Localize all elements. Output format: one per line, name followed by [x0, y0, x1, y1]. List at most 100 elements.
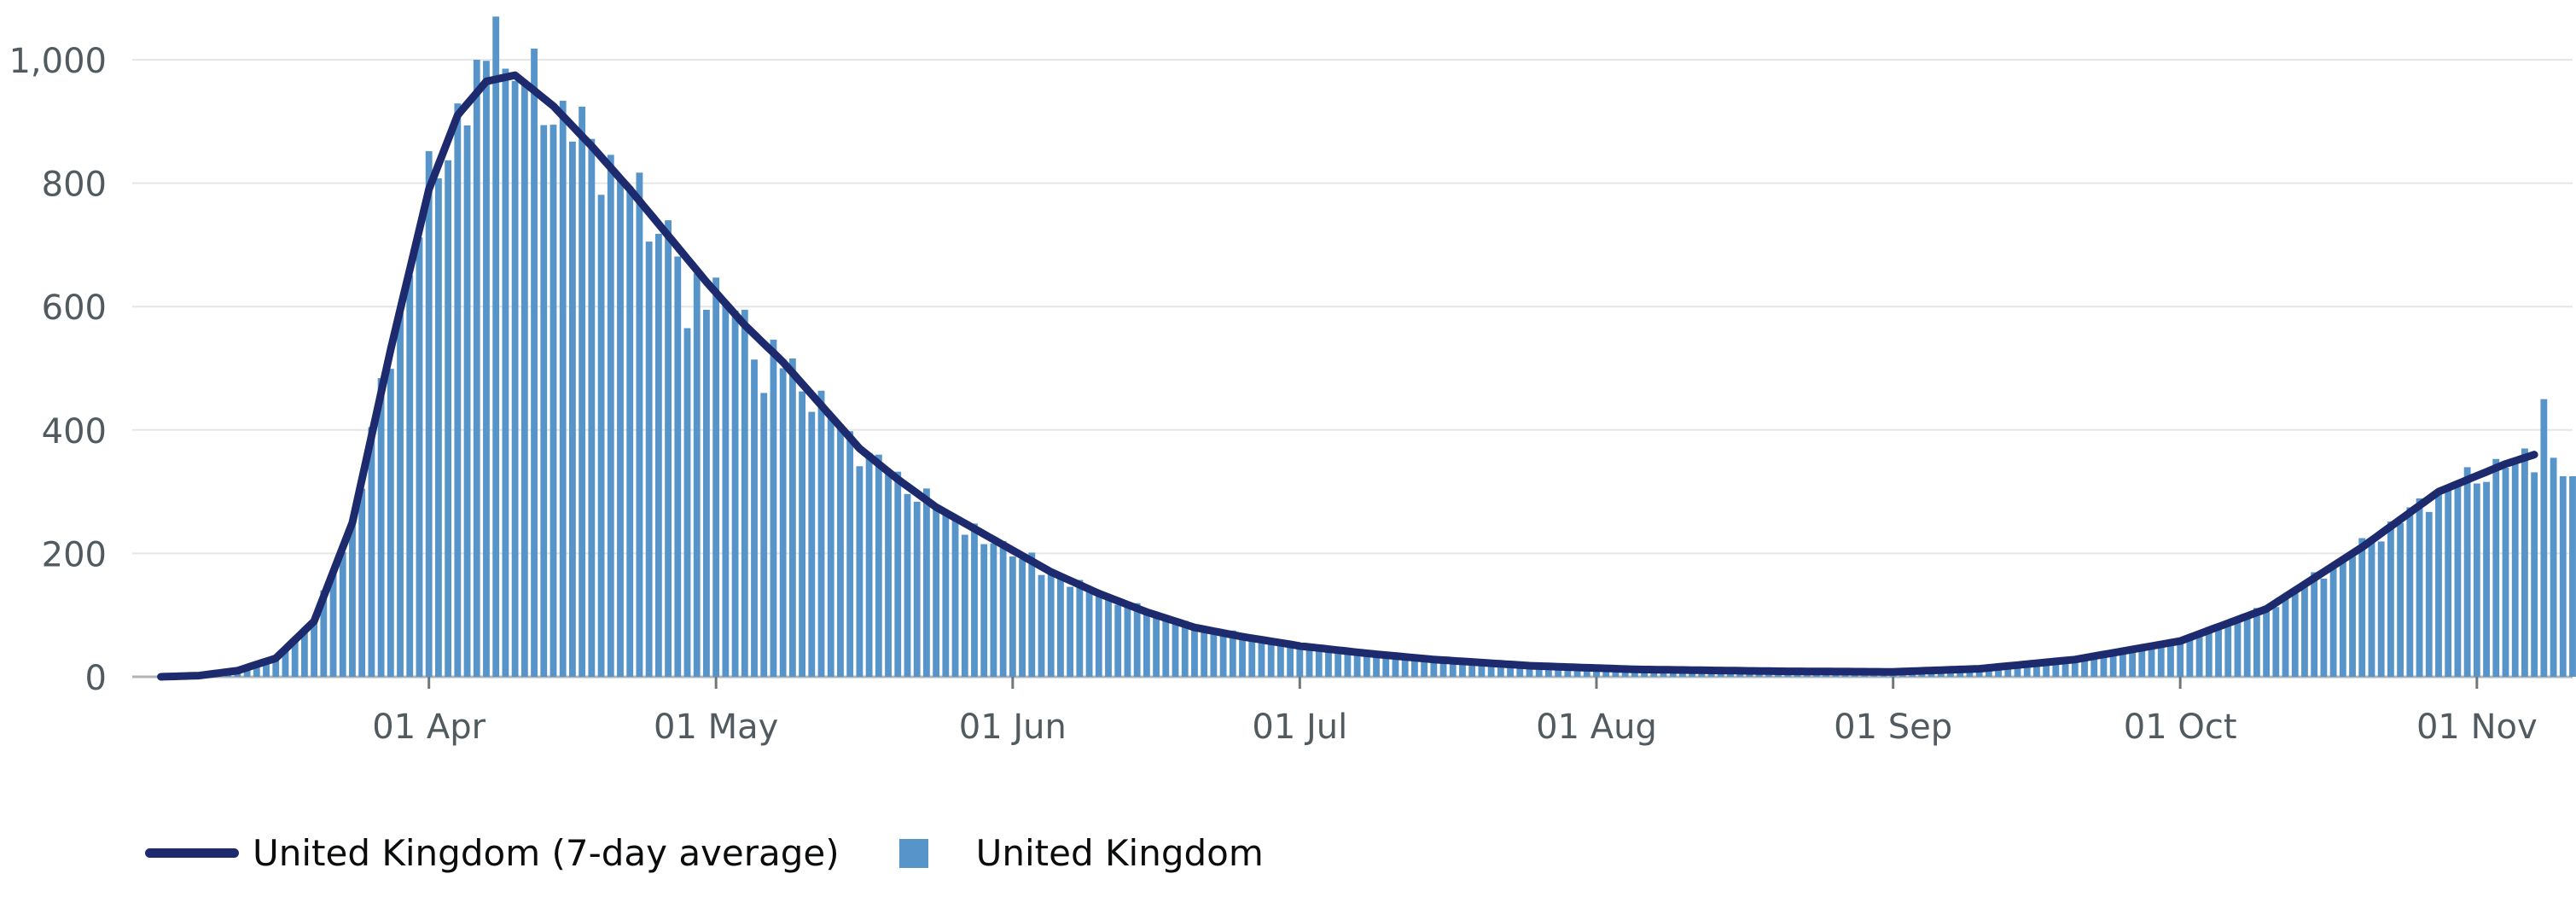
bar: [550, 125, 557, 677]
bar: [435, 178, 442, 677]
bar: [2340, 558, 2346, 677]
bar: [2301, 582, 2308, 677]
bar: [722, 304, 729, 677]
bar: [971, 523, 978, 677]
bar: [349, 520, 356, 677]
bar: [1201, 632, 1207, 677]
bar: [2426, 512, 2433, 677]
bar: [741, 310, 748, 677]
y-tick-label: 0: [85, 659, 107, 698]
bar: [732, 311, 739, 677]
bar: [808, 412, 815, 677]
bar: [885, 473, 892, 677]
bar: [1143, 615, 1150, 677]
bar: [387, 369, 394, 677]
bar: [454, 103, 461, 677]
bar: [770, 340, 777, 677]
bar: [818, 391, 825, 677]
bar: [540, 125, 547, 677]
bar: [2464, 467, 2471, 677]
bar: [2531, 472, 2538, 677]
bar: [378, 378, 385, 677]
legend-bar-label: United Kingdom: [976, 832, 1264, 874]
bar: [608, 154, 614, 677]
bar: [1019, 559, 1026, 677]
bar: [712, 277, 719, 677]
bar: [942, 511, 949, 677]
bar: [2138, 649, 2145, 677]
bar: [2435, 491, 2442, 677]
bar: [492, 16, 499, 677]
bar: [626, 187, 633, 678]
y-tick-label: 200: [42, 535, 107, 574]
legend-bar-swatch: [899, 839, 928, 868]
bar: [1296, 646, 1303, 677]
bar: [2330, 567, 2337, 677]
bar: [426, 151, 433, 677]
bar: [569, 142, 576, 677]
bar: [991, 544, 997, 677]
bar: [760, 393, 767, 677]
bar: [416, 237, 423, 677]
bar: [2550, 457, 2557, 677]
bar: [2320, 579, 2327, 677]
bar: [952, 516, 959, 677]
bar: [2282, 595, 2289, 677]
bar: [2378, 541, 2385, 677]
bar: [1306, 649, 1313, 677]
bar: [1105, 596, 1112, 677]
bar: [1153, 615, 1160, 677]
bar: [2263, 609, 2270, 677]
bar: [904, 494, 911, 677]
x-tick-label: 01 Nov: [2416, 708, 2538, 747]
bar: [694, 273, 701, 677]
bar: [866, 453, 873, 677]
bar: [483, 61, 490, 677]
bar: [1354, 654, 1361, 677]
bar: [1259, 640, 1265, 677]
bar: [684, 329, 691, 677]
bar: [2167, 644, 2174, 677]
bar: [962, 535, 968, 677]
bar: [358, 489, 365, 677]
bar: [2215, 629, 2222, 677]
bar: [2503, 468, 2509, 677]
bar: [1114, 605, 1121, 678]
bar: [1277, 644, 1284, 677]
bar: [1028, 552, 1035, 677]
bar: [2397, 523, 2404, 677]
bar: [933, 509, 939, 677]
bar: [1038, 575, 1045, 677]
bar: [799, 392, 805, 677]
bar: [780, 368, 787, 677]
y-tick-label: 400: [42, 412, 107, 451]
bar: [445, 160, 451, 677]
bar: [1057, 576, 1064, 677]
bar: [846, 431, 853, 677]
bar: [2483, 482, 2490, 677]
bar: [1134, 603, 1141, 677]
bar: [703, 310, 710, 677]
bar: [2186, 639, 2193, 677]
bar: [1325, 650, 1332, 677]
bar: [474, 60, 480, 677]
bar: [2177, 640, 2183, 677]
bar: [579, 107, 585, 677]
legend-line-swatch: [145, 848, 239, 858]
bar: [2521, 448, 2528, 677]
bar: [2253, 608, 2260, 677]
bar: [1172, 624, 1179, 677]
bar: [1000, 541, 1007, 677]
bar: [828, 416, 834, 677]
x-tick-label: 01 Aug: [1536, 708, 1657, 747]
y-tick-label: 1,000: [9, 42, 107, 81]
bar: [1191, 626, 1198, 677]
bar: [751, 359, 758, 677]
bar: [1086, 586, 1093, 677]
bar: [2224, 624, 2231, 677]
bar: [1048, 572, 1055, 677]
bar: [856, 466, 863, 677]
bar: [560, 101, 567, 677]
